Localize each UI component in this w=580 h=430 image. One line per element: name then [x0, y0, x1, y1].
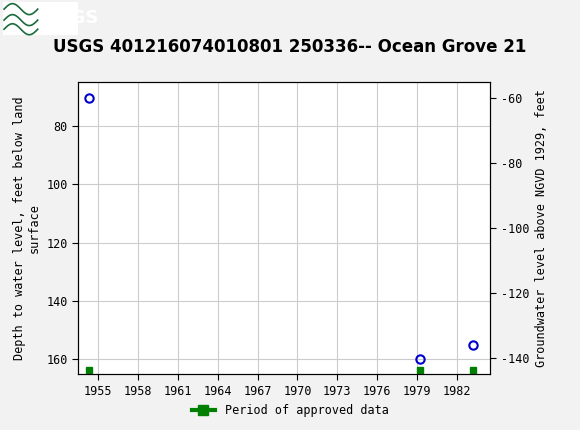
Text: USGS 401216074010801 250336-- Ocean Grove 21: USGS 401216074010801 250336-- Ocean Grov… — [53, 38, 527, 56]
FancyBboxPatch shape — [3, 2, 78, 35]
Y-axis label: Groundwater level above NGVD 1929, feet: Groundwater level above NGVD 1929, feet — [535, 89, 548, 367]
Y-axis label: Depth to water level, feet below land
surface: Depth to water level, feet below land su… — [13, 96, 41, 360]
Text: USGS: USGS — [44, 9, 99, 27]
Legend: Period of approved data: Period of approved data — [187, 399, 393, 422]
